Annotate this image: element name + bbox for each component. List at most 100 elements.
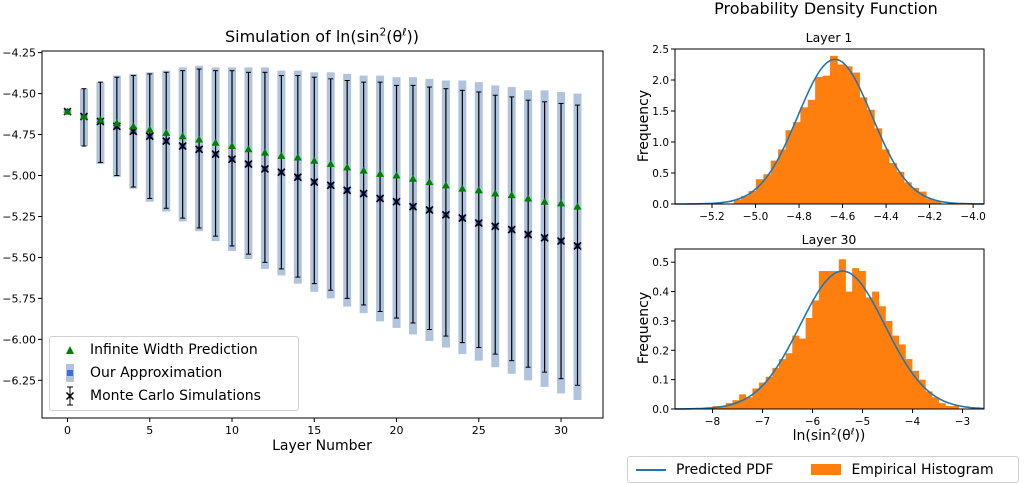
histogram-bar (878, 306, 886, 409)
infinite-width-marker (359, 166, 368, 174)
infinite-width-marker (326, 160, 335, 168)
histogram-bar (858, 271, 866, 409)
infinite-width-marker (524, 194, 533, 202)
y-tick-label: 0.1 (652, 375, 669, 387)
histogram-bar (852, 72, 860, 204)
histogram-bar (898, 344, 906, 409)
line-marker-icon (636, 468, 666, 471)
monte-carlo-marker (326, 181, 335, 190)
histogram-bar (748, 190, 757, 204)
infinite-width-marker (573, 202, 582, 210)
histogram-bar (741, 195, 749, 204)
monte-carlo-marker (540, 233, 549, 242)
histogram-bar (951, 406, 959, 409)
y-tick-label: 2.5 (652, 44, 669, 56)
infinite-width-marker (425, 178, 434, 186)
y-tick-label: −5.75 (2, 292, 36, 305)
monte-carlo-marker (195, 145, 204, 154)
histogram-bar (918, 379, 926, 409)
x-tick-label: −7 (755, 416, 770, 428)
histogram-bar (785, 130, 794, 204)
histogram-bar (763, 174, 772, 204)
x-tick-label: −4.8 (786, 211, 812, 223)
monte-carlo-marker (474, 218, 483, 228)
histogram-bar (832, 271, 840, 409)
y-tick-label: −6.00 (2, 333, 36, 346)
monte-carlo-marker (227, 155, 237, 164)
histogram-bar (881, 149, 890, 204)
layer30-chart-title: Layer 30 (801, 232, 857, 247)
infinite-width-marker (441, 181, 450, 189)
y-tick-label: −4.50 (2, 88, 36, 101)
histogram-bar (755, 179, 764, 204)
histogram-bar (865, 297, 873, 409)
monte-carlo-marker (310, 178, 319, 187)
histogram-bar (837, 64, 846, 204)
histogram-bar (785, 353, 793, 409)
legend-item-approximation: Our Approximation (50, 361, 298, 384)
histogram-bar (926, 198, 934, 204)
y-tick-label: −5.50 (2, 251, 36, 264)
histogram-bar (798, 338, 806, 409)
y-tick-label: −5.00 (2, 170, 36, 183)
histogram-bar (779, 359, 787, 409)
axes-frame (674, 48, 985, 205)
layer1-y-axis-label: Frequency (636, 89, 652, 163)
histogram-bar (925, 391, 933, 409)
histogram-bar (892, 335, 900, 409)
legend-label: Our Approximation (90, 364, 223, 381)
monte-carlo-marker (408, 202, 418, 211)
infinite-width-marker (63, 107, 72, 115)
title-text: (θ (386, 27, 403, 46)
x-tick-label: 15 (307, 424, 321, 437)
legend-label: Monte Carlo Simulations (90, 387, 261, 404)
predicted-pdf-line (675, 58, 985, 205)
infinite-width-marker (178, 132, 187, 140)
y-tick-label: 0.5 (652, 168, 669, 180)
infinite-width-marker (228, 142, 237, 150)
infinite-width-marker (474, 186, 483, 194)
legend-label: Empirical Histogram (851, 461, 994, 478)
histogram-bar (759, 382, 767, 409)
histogram-bar (866, 109, 875, 204)
histogram-bar (800, 107, 809, 204)
histogram-bar (903, 182, 912, 204)
y-tick-label: 2.0 (652, 75, 669, 87)
x-tick-label: −4.0 (960, 211, 986, 223)
histogram-bar (732, 400, 740, 409)
monte-carlo-marker (211, 150, 220, 159)
histogram-bar (770, 160, 779, 204)
histogram-bar (765, 376, 773, 409)
histogram-bar (938, 403, 946, 409)
triangle-marker-icon (50, 345, 90, 355)
infinite-width-marker (277, 151, 286, 159)
histogram-bar (733, 199, 742, 204)
predicted-pdf-line (675, 270, 985, 410)
layer30-x-axis-label: ln(sin2(θℓ)) (793, 428, 866, 444)
monte-carlo-marker (343, 186, 352, 195)
y-tick-label: −6.25 (2, 374, 36, 387)
histogram-bar (829, 55, 838, 204)
infinite-width-marker (507, 191, 516, 199)
histogram-bar (739, 394, 747, 409)
monte-carlo-marker (376, 194, 385, 203)
x-tick-label: 0 (64, 424, 71, 437)
monte-carlo-marker (145, 132, 154, 141)
x-tick-label: −3 (955, 416, 970, 428)
legend-item-monte-carlo: Monte Carlo Simulations (50, 384, 298, 407)
histogram-bar (725, 403, 733, 409)
infinite-width-marker (557, 199, 566, 207)
infinite-width-marker (162, 128, 171, 136)
y-tick-label: 0.0 (652, 404, 669, 416)
infinite-width-marker (96, 115, 105, 123)
monte-carlo-marker (556, 236, 566, 246)
legend-item-infinite-width: Infinite Width Prediction (50, 338, 298, 361)
infinite-width-marker (129, 122, 138, 130)
x-tick-label: −6 (805, 416, 821, 428)
x-tick-label: −4.6 (830, 211, 856, 223)
y-tick-label: −5.25 (2, 210, 36, 223)
histogram-bar (872, 291, 880, 409)
y-tick-label: −4.25 (2, 47, 36, 60)
monte-carlo-marker (491, 222, 500, 231)
